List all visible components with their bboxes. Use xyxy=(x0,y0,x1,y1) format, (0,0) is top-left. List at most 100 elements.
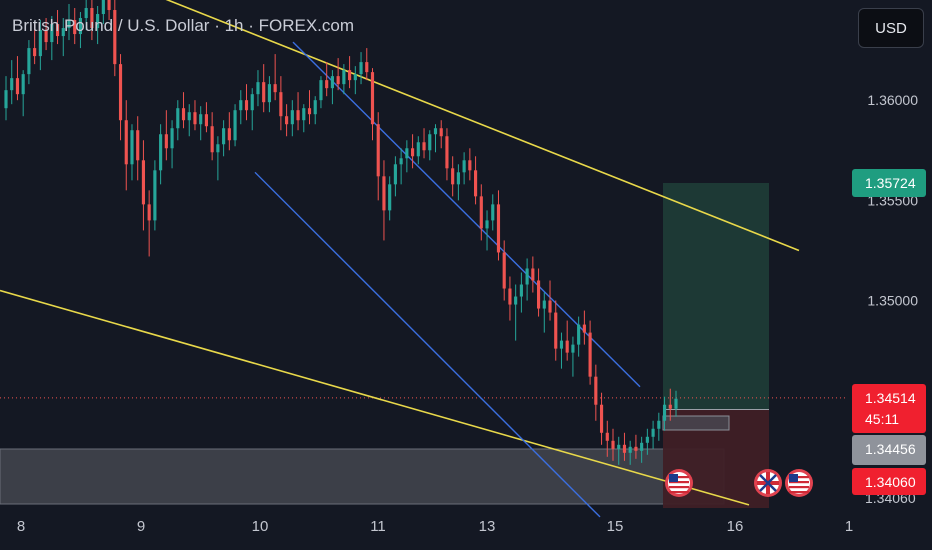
stop-price-tag-text: 1.34060 xyxy=(865,474,916,490)
candle-body xyxy=(422,142,426,151)
x-tick-label: 16 xyxy=(727,518,744,535)
candle-body xyxy=(187,112,191,121)
candle-body xyxy=(496,204,501,253)
candle-body xyxy=(222,128,226,145)
candle-body xyxy=(382,176,386,211)
candle-body xyxy=(582,324,586,333)
candle-body xyxy=(302,108,306,121)
candle-body xyxy=(525,268,529,285)
us-flag-stripe xyxy=(789,476,809,479)
candle-body xyxy=(359,62,363,75)
candle-body xyxy=(250,94,254,111)
candle-body xyxy=(428,134,432,151)
candle-body xyxy=(514,296,518,305)
candle-body xyxy=(634,446,638,451)
candle-body xyxy=(468,160,472,171)
trendline-lower-yellow xyxy=(0,289,750,506)
candle-body xyxy=(107,0,111,11)
x-tick-label: 1 xyxy=(845,518,853,535)
candle-body xyxy=(44,30,48,43)
trendline-channel-lower xyxy=(254,171,601,518)
candle-body xyxy=(130,130,134,165)
candle-body xyxy=(611,440,615,449)
candle-body xyxy=(342,70,346,85)
candle-body xyxy=(273,84,277,93)
candle-body xyxy=(153,170,157,221)
candle-body xyxy=(491,204,495,221)
candle-body xyxy=(628,446,632,453)
entry-price-tag-text: 1.34456 xyxy=(865,441,916,457)
us-flag-stripe xyxy=(669,486,689,489)
us-flag-stripe xyxy=(789,491,809,494)
candle-body xyxy=(456,172,460,185)
candle-body xyxy=(136,130,140,161)
current-price-tag-text: 45:11 xyxy=(865,411,899,427)
candle-body xyxy=(542,300,546,309)
candle-body xyxy=(21,74,25,95)
candle-body xyxy=(605,432,609,441)
current-price-tag-bg xyxy=(852,384,926,433)
candle-body xyxy=(599,404,604,433)
y-tick-label: 1.35000 xyxy=(867,293,918,309)
candle-body xyxy=(147,204,151,221)
candle-body xyxy=(640,442,644,451)
candle-body xyxy=(256,82,260,95)
candle-body xyxy=(50,24,54,43)
candle-body xyxy=(439,128,443,137)
candle-body xyxy=(348,70,352,81)
candle-body xyxy=(559,340,564,349)
candle-body xyxy=(370,72,375,125)
candle-body xyxy=(365,62,369,73)
candle-body xyxy=(10,78,14,91)
candle-body xyxy=(227,128,231,141)
event-us-marker[interactable] xyxy=(665,469,693,497)
target-price-tag: 1.35724 xyxy=(852,169,926,197)
candle-body xyxy=(4,90,8,109)
candle-body xyxy=(262,82,266,103)
candle-body xyxy=(645,436,649,443)
candle-body xyxy=(411,148,415,157)
candle-body xyxy=(124,120,128,165)
candle-body xyxy=(199,114,203,125)
currency-button[interactable]: USD xyxy=(858,8,924,48)
support-zone xyxy=(0,448,725,505)
stop-price-tag: 1.34060 xyxy=(852,468,926,495)
candle-body xyxy=(159,134,163,171)
candle-body xyxy=(479,196,483,229)
candle-body xyxy=(485,220,489,229)
candle-body xyxy=(101,0,105,15)
candle-body xyxy=(319,80,323,101)
candle-body xyxy=(330,76,334,89)
event-gb-marker[interactable] xyxy=(754,469,782,497)
candle-body xyxy=(216,144,220,153)
candle-body xyxy=(193,112,197,125)
candle-body xyxy=(233,110,237,141)
time-axis-strip xyxy=(0,508,932,550)
candle-body xyxy=(416,142,420,157)
candle-body xyxy=(473,170,478,197)
us-flag-icon xyxy=(789,474,798,482)
candle-body xyxy=(405,148,409,159)
candle-body xyxy=(376,124,380,177)
event-us-marker[interactable] xyxy=(785,469,813,497)
entry-price-tag-bg xyxy=(852,435,926,465)
candle-body xyxy=(445,136,449,169)
candle-body xyxy=(531,268,535,281)
x-tick-label: 10 xyxy=(252,518,269,535)
target-price-tag-bg xyxy=(852,169,926,197)
candle-body xyxy=(38,30,42,57)
candle-body xyxy=(325,80,329,89)
x-tick-label: 13 xyxy=(479,518,496,535)
candle-body xyxy=(181,108,186,121)
retest-box xyxy=(662,415,730,431)
candle-body xyxy=(296,110,300,121)
target-zone xyxy=(663,183,769,410)
chart-title: British Pound / U.S. Dollar · 1h · FOREX… xyxy=(12,16,354,35)
candle-body xyxy=(170,128,174,149)
candle-body xyxy=(668,404,672,409)
candle-body xyxy=(90,8,94,29)
candle-body xyxy=(33,48,37,57)
candle-body xyxy=(462,160,466,173)
candle-body xyxy=(571,344,575,353)
